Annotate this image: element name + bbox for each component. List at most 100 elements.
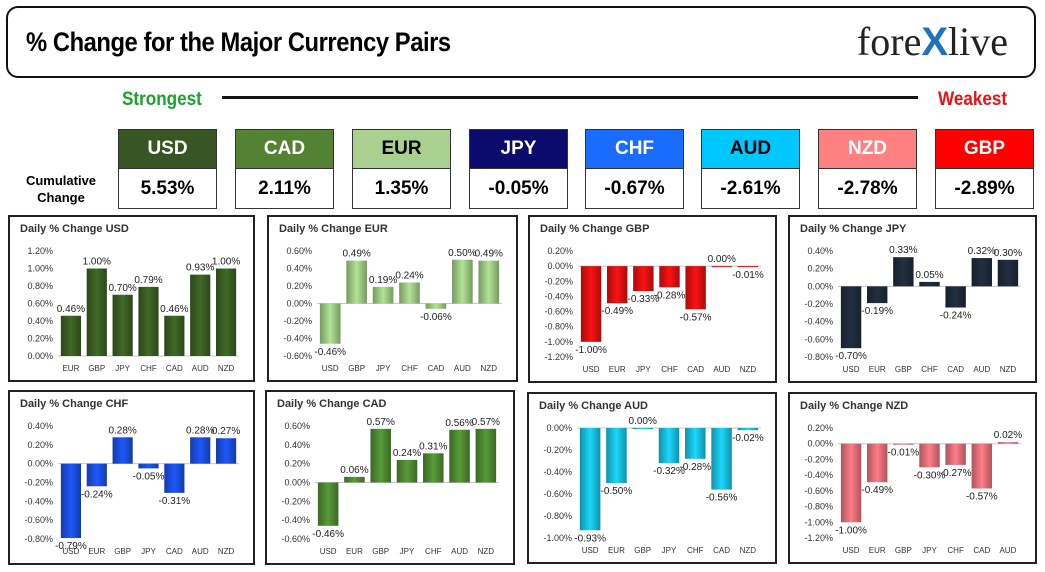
- data-label: -0.79%: [55, 541, 87, 552]
- data-label: 0.46%: [160, 304, 188, 315]
- y-tick-label: 1.00%: [27, 264, 53, 274]
- chart-title: Daily % Change GBP: [540, 223, 650, 235]
- x-tick-label: JPY: [141, 547, 156, 556]
- bar-nzd: [475, 428, 497, 483]
- data-label: 0.46%: [57, 304, 85, 315]
- logo-text-left: fore: [856, 19, 922, 64]
- data-label: -0.02%: [732, 433, 764, 444]
- panel-usd: Daily % Change USD 0.00% 0.20% 0.40% 0.60% 0…: [8, 215, 255, 382]
- data-label: -0.57%: [966, 492, 998, 503]
- bar-cad: [711, 428, 732, 490]
- x-tick-label: JPY: [376, 364, 391, 373]
- data-label: -0.01%: [888, 448, 920, 459]
- data-label: -0.33%: [628, 294, 660, 305]
- bar-jpy: [919, 443, 940, 468]
- data-label: 0.02%: [994, 430, 1022, 441]
- bar-nzd: [997, 259, 1019, 287]
- y-tick-label: -0.20%: [24, 478, 53, 488]
- cumulative-value: -2.61%: [720, 178, 781, 199]
- bar-nzd: [215, 438, 237, 464]
- y-tick-label: 0.00%: [547, 261, 573, 271]
- data-label: 0.32%: [968, 246, 996, 257]
- bar-aud: [449, 429, 470, 483]
- chart-cad: -0.60% -0.40% -0.20% 0.00% 0.20% 0.40% 0.60% -0…: [281, 417, 500, 556]
- x-tick-label: GBP: [88, 364, 105, 373]
- y-tick-label: 0.20%: [807, 264, 833, 274]
- x-tick-label: CHF: [401, 364, 418, 373]
- y-tick-label: -0.80%: [804, 352, 833, 362]
- x-tick-label: USD: [320, 547, 337, 556]
- data-label: -1.00%: [575, 345, 607, 356]
- data-label: 0.24%: [395, 271, 423, 282]
- logo-x-icon: X: [921, 20, 949, 64]
- y-tick-label: -0.40%: [804, 470, 833, 480]
- y-tick-label: 0.60%: [284, 421, 310, 431]
- data-label: 0.56%: [445, 418, 473, 429]
- bar-cad: [945, 286, 966, 308]
- y-tick-label: 0.60%: [27, 299, 53, 309]
- data-label: -0.27%: [940, 468, 972, 479]
- y-tick-label: 0.40%: [27, 316, 53, 326]
- x-tick-label: NZD: [740, 365, 757, 374]
- data-label: -0.57%: [680, 312, 712, 323]
- x-tick-label: GBP: [348, 364, 365, 373]
- y-tick-label: -0.20%: [281, 496, 310, 506]
- page-title: % Change for the Major Currency Pairs: [26, 27, 451, 57]
- bar-chf: [919, 281, 940, 287]
- strength-scale-line: [222, 96, 918, 99]
- data-label: 0.50%: [448, 248, 476, 259]
- y-tick-label: -1.20%: [544, 352, 573, 362]
- bar-jpy: [372, 286, 394, 304]
- y-tick-label: 0.40%: [807, 246, 833, 256]
- bar-chf: [138, 286, 159, 356]
- y-tick-label: -0.60%: [543, 489, 572, 499]
- y-tick-label: -0.80%: [24, 534, 53, 544]
- x-tick-label: EUR: [608, 546, 625, 555]
- data-label: 0.33%: [889, 245, 917, 256]
- data-label: 0.31%: [419, 441, 447, 452]
- x-tick-label: GBP: [634, 546, 651, 555]
- x-tick-label: NZD: [478, 547, 495, 556]
- x-tick-label: AUD: [451, 547, 468, 556]
- y-tick-label: 0.00%: [807, 281, 833, 291]
- chart-title: Daily % Change JPY: [800, 223, 907, 235]
- bar-gbp: [893, 443, 914, 445]
- data-label: 0.30%: [994, 248, 1022, 259]
- logo-text-right: live: [948, 19, 1008, 64]
- currency-box-eur: EUR 1.35%: [352, 129, 451, 209]
- data-label: -0.24%: [81, 489, 113, 500]
- data-label: 1.00%: [83, 257, 111, 268]
- y-tick-label: -1.20%: [804, 533, 833, 543]
- x-tick-label: AUD: [999, 546, 1016, 555]
- x-tick-label: CHF: [140, 364, 157, 373]
- currency-box-usd: USD 5.53%: [118, 129, 217, 209]
- x-tick-label: CHF: [921, 365, 938, 374]
- chart-title: Daily % Change CAD: [277, 398, 387, 410]
- data-label: -0.93%: [574, 533, 606, 544]
- data-label: 0.93%: [186, 263, 214, 274]
- bar-gbp: [346, 260, 367, 304]
- x-tick-label: AUD: [192, 547, 209, 556]
- x-tick-label: JPY: [922, 546, 937, 555]
- chart-title: Daily % Change CHF: [20, 398, 129, 410]
- y-tick-label: 0.20%: [27, 334, 53, 344]
- x-tick-label: EUR: [869, 365, 886, 374]
- bar-gbp: [632, 428, 653, 429]
- bar-eur: [867, 286, 888, 304]
- data-label: -0.50%: [601, 486, 633, 497]
- y-tick-label: 0.40%: [286, 264, 312, 274]
- y-tick-label: -0.20%: [543, 445, 572, 455]
- forexlive-logo[interactable]: foreXlive: [857, 18, 1008, 65]
- chart-gbp: -1.20%-1.00%-0.80%-0.60%-0.40%-0.20%0.00…: [544, 246, 763, 374]
- bar-eur: [867, 443, 888, 483]
- header-banner: % Change for the Major Currency Pairs fo…: [6, 6, 1036, 78]
- bar-nzd: [478, 260, 500, 304]
- data-label: -0.70%: [835, 351, 867, 362]
- bar-eur: [344, 476, 365, 483]
- y-tick-label: -1.00%: [804, 517, 833, 527]
- y-tick-label: -0.80%: [543, 511, 572, 521]
- bar-eur: [606, 428, 627, 483]
- bar-chf: [685, 428, 706, 459]
- y-tick-label: 0.60%: [286, 246, 312, 256]
- currency-box-cad: CAD 2.11%: [235, 129, 334, 209]
